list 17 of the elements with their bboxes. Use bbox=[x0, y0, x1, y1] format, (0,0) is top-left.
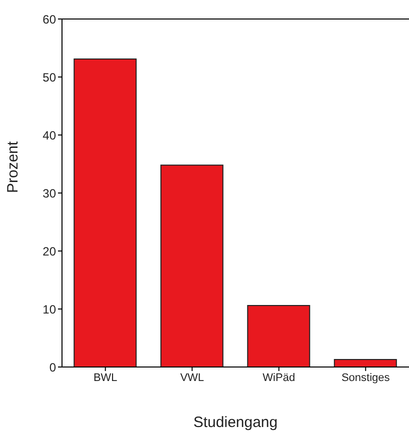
y-axis-title: Prozent bbox=[4, 140, 22, 193]
y-tick-label: 60 bbox=[42, 12, 56, 26]
y-tick-label: 20 bbox=[42, 244, 56, 258]
y-tick-label: 40 bbox=[42, 128, 56, 142]
bar bbox=[160, 164, 224, 367]
x-tick-label: WiPäd bbox=[262, 372, 296, 384]
bar bbox=[334, 358, 397, 367]
bar bbox=[74, 58, 137, 367]
x-tick-label: BWL bbox=[93, 372, 118, 384]
x-tick-label: Sonstiges bbox=[341, 372, 390, 384]
y-tick-label: 10 bbox=[42, 302, 56, 316]
x-axis-title: Studiengang bbox=[193, 414, 278, 431]
y-tick-label: 30 bbox=[42, 186, 56, 200]
y-tick-label: 50 bbox=[42, 70, 56, 84]
bar bbox=[247, 305, 310, 367]
x-tick-label: VWL bbox=[180, 372, 204, 384]
y-tick-label: 0 bbox=[49, 360, 56, 374]
